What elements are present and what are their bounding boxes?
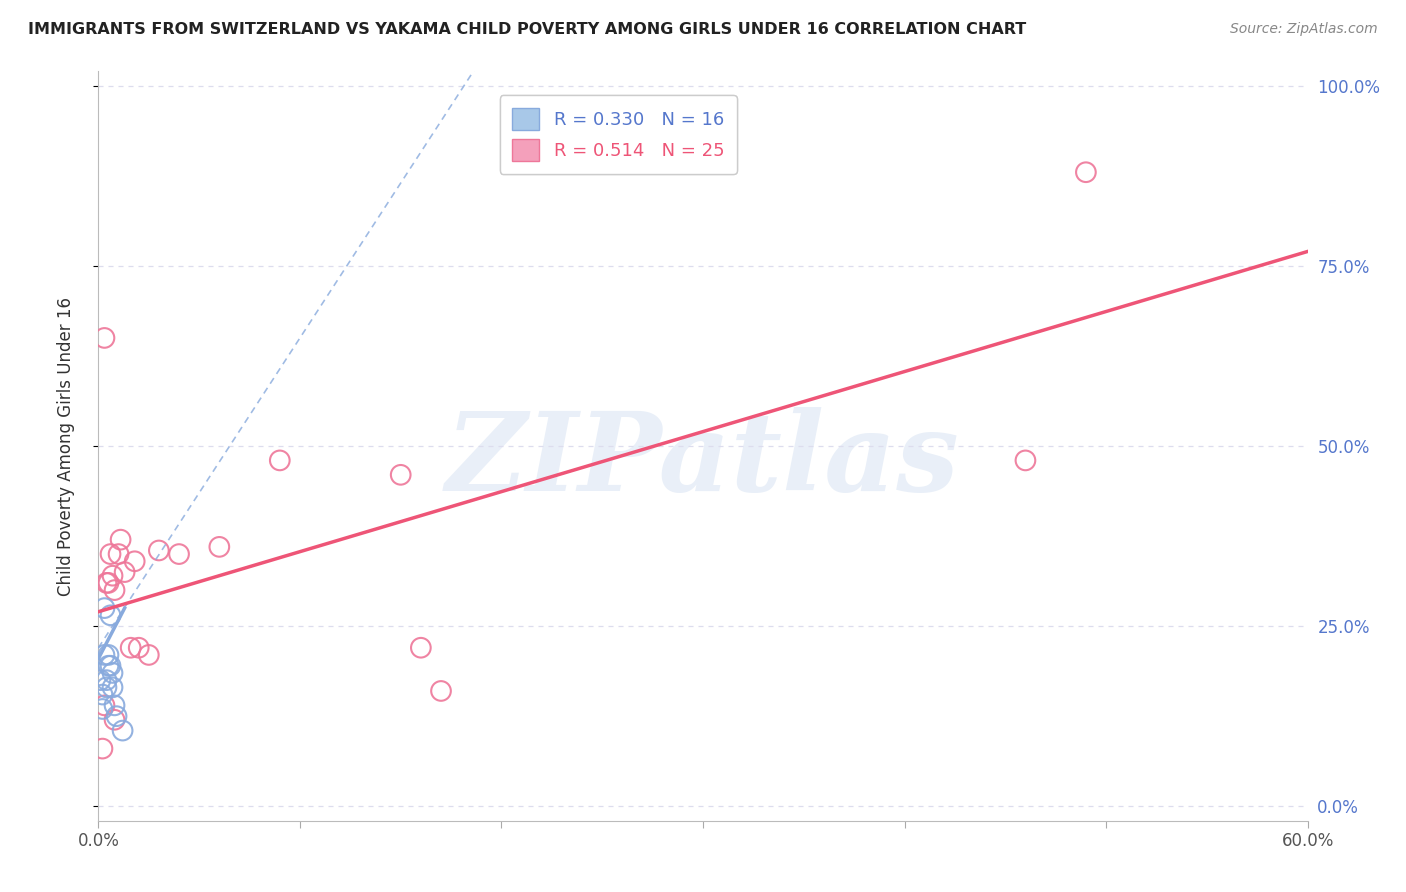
Point	[111, 723, 134, 738]
Point	[120, 640, 142, 655]
Point	[430, 684, 453, 698]
Point	[97, 648, 120, 662]
Point	[97, 658, 120, 673]
Point	[1014, 453, 1036, 467]
Point	[105, 709, 128, 723]
Point	[91, 702, 114, 716]
Point	[167, 547, 190, 561]
Point	[93, 698, 115, 713]
Point	[100, 658, 122, 673]
Legend: R = 0.330   N = 16, R = 0.514   N = 25: R = 0.330 N = 16, R = 0.514 N = 25	[499, 95, 737, 174]
Point	[389, 467, 412, 482]
Point	[91, 741, 114, 756]
Point	[124, 554, 146, 568]
Point	[101, 665, 124, 680]
Point	[89, 673, 111, 688]
Point	[93, 331, 115, 345]
Point	[114, 565, 136, 579]
Point	[103, 698, 125, 713]
Point	[96, 575, 118, 590]
Point	[110, 533, 132, 547]
Point	[101, 681, 124, 695]
Point	[101, 568, 124, 582]
Point	[103, 583, 125, 598]
Text: IMMIGRANTS FROM SWITZERLAND VS YAKAMA CHILD POVERTY AMONG GIRLS UNDER 16 CORRELA: IMMIGRANTS FROM SWITZERLAND VS YAKAMA CH…	[28, 22, 1026, 37]
Point	[269, 453, 291, 467]
Point	[93, 601, 115, 615]
Point	[128, 640, 150, 655]
Point	[1074, 165, 1097, 179]
Point	[96, 681, 118, 695]
Text: Source: ZipAtlas.com: Source: ZipAtlas.com	[1230, 22, 1378, 37]
Point	[100, 608, 122, 623]
Point	[138, 648, 160, 662]
Point	[93, 648, 115, 662]
Point	[96, 673, 118, 688]
Y-axis label: Child Poverty Among Girls Under 16: Child Poverty Among Girls Under 16	[56, 296, 75, 596]
Point	[97, 575, 120, 590]
Point	[100, 547, 122, 561]
Point	[91, 688, 114, 702]
Point	[208, 540, 231, 554]
Point	[148, 543, 170, 558]
Point	[103, 713, 125, 727]
Point	[107, 547, 129, 561]
Text: ZIPatlas: ZIPatlas	[446, 408, 960, 515]
Point	[409, 640, 432, 655]
